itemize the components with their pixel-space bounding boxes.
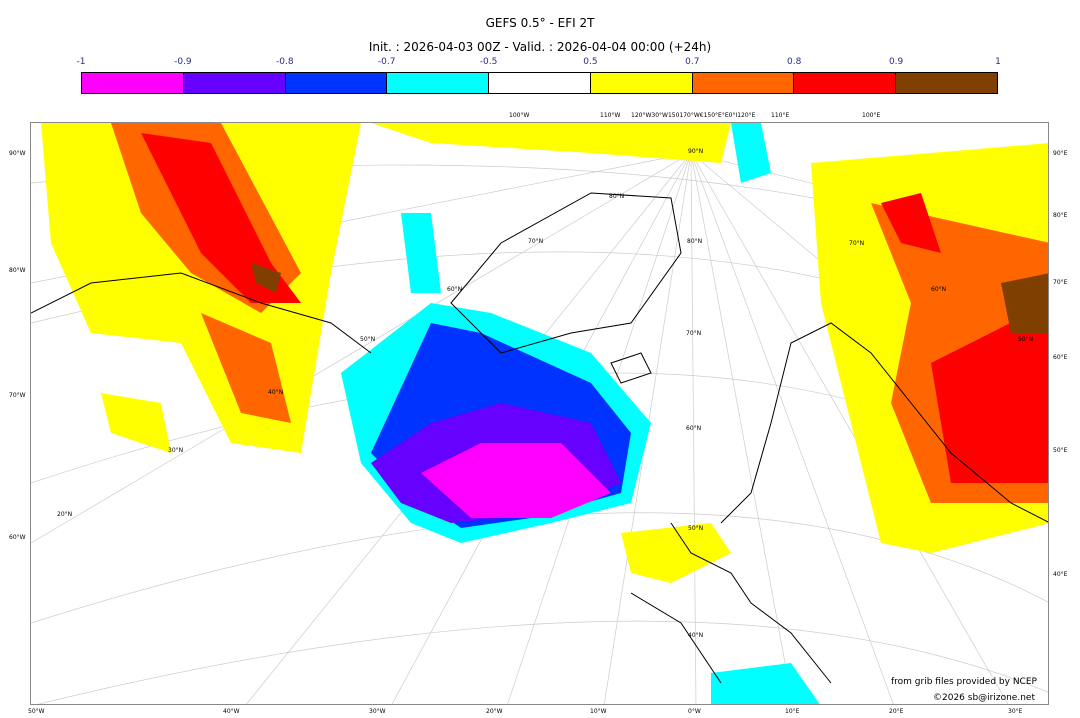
colorbar-tick: -0.9 bbox=[174, 57, 192, 67]
axis-label: 70°N bbox=[528, 238, 544, 245]
colorbar-segment bbox=[285, 73, 388, 93]
axis-label: 70°N bbox=[686, 330, 702, 337]
map-subtitle: Init. : 2026-04-03 00Z - Valid. : 2026-0… bbox=[368, 40, 712, 54]
colorbar-tick: -0.8 bbox=[275, 57, 294, 67]
axis-label: 30°E bbox=[1008, 708, 1023, 715]
axis-label: 60°N bbox=[686, 425, 702, 432]
axis-label: 50°N bbox=[1018, 336, 1034, 343]
colorbar-segment bbox=[590, 73, 693, 93]
colorbar-tick: 1 bbox=[995, 57, 1001, 67]
axis-label: 50°N bbox=[688, 525, 704, 532]
graticule bbox=[31, 152, 1048, 704]
axis-label: 40°N bbox=[268, 389, 284, 396]
axis-label: 70°W bbox=[9, 392, 26, 399]
axis-label: 40°W bbox=[223, 708, 240, 715]
axis-label: 50°N bbox=[360, 336, 376, 343]
axis-label: 20°N bbox=[57, 511, 73, 518]
axis-label: 60°W bbox=[9, 534, 26, 541]
efi-brown bbox=[251, 263, 1048, 333]
colorbar-tick: 0.5 bbox=[583, 57, 598, 67]
axis-label: 90°W bbox=[9, 150, 26, 157]
axis-label: 40°N bbox=[688, 632, 704, 639]
axis-label: 0°W bbox=[688, 708, 701, 715]
colorbar bbox=[81, 72, 998, 94]
colorbar-segment bbox=[82, 73, 184, 93]
credit-ncep: from grib files provided by NCEP bbox=[891, 677, 1037, 687]
colorbar-segment bbox=[692, 73, 795, 93]
axis-label: 50°E bbox=[1053, 447, 1068, 454]
axis-label: 120°W30°W150170°W€150°E°E0°I120°E bbox=[631, 112, 756, 119]
colorbar-segment bbox=[183, 73, 286, 93]
axis-label: 40°E bbox=[1053, 571, 1068, 578]
colorbar-segment bbox=[896, 73, 998, 93]
axis-label: 10°E bbox=[785, 708, 800, 715]
axis-label: 90°E bbox=[1053, 150, 1068, 157]
map-layer bbox=[31, 123, 1048, 704]
axis-label: 60°N bbox=[931, 286, 947, 293]
axis-label: 80°W bbox=[9, 267, 26, 274]
colorbar-tick: -0.5 bbox=[479, 57, 498, 67]
axis-label: 60°E bbox=[1053, 354, 1068, 361]
axis-label: 110°E bbox=[771, 112, 790, 119]
efi-red bbox=[141, 133, 1048, 483]
axis-label: 70°E bbox=[1053, 279, 1068, 286]
axis-label: 110°W bbox=[600, 112, 621, 119]
axis-label: 80°N bbox=[687, 238, 703, 245]
axis-label: 90°N bbox=[688, 148, 704, 155]
axis-label: 30°N bbox=[168, 447, 184, 454]
axis-label: 80°N bbox=[609, 193, 625, 200]
axis-label: 100°E bbox=[862, 112, 881, 119]
colorbar-segment bbox=[489, 73, 591, 93]
colorbar-tick: 0.9 bbox=[888, 57, 904, 67]
efi-map bbox=[30, 122, 1049, 705]
axis-label: 100°W bbox=[509, 112, 530, 119]
axis-label: 80°E bbox=[1053, 212, 1068, 219]
credit-author: ©2026 sb@irizone.net bbox=[933, 693, 1035, 703]
efi-magenta bbox=[421, 443, 611, 518]
colorbar-tick: 0.8 bbox=[787, 57, 802, 67]
axis-label: 50°W bbox=[28, 708, 45, 715]
axis-label: 20°W bbox=[486, 708, 503, 715]
colorbar-segment bbox=[387, 73, 490, 93]
coastlines bbox=[31, 192, 1048, 684]
map-title: GEFS 0.5° - EFI 2T bbox=[485, 16, 595, 30]
axis-label: 60°N bbox=[447, 286, 463, 293]
colorbar-tick: 0.7 bbox=[685, 57, 700, 67]
axis-label: 10°W bbox=[590, 708, 607, 715]
axis-label: 30°W bbox=[369, 708, 386, 715]
axis-label: 70°N bbox=[849, 240, 865, 247]
colorbar-tick: -0.7 bbox=[377, 57, 396, 67]
axis-label: 20°E bbox=[889, 708, 904, 715]
colorbar-segment bbox=[794, 73, 897, 93]
colorbar-tick: -1 bbox=[76, 57, 86, 67]
